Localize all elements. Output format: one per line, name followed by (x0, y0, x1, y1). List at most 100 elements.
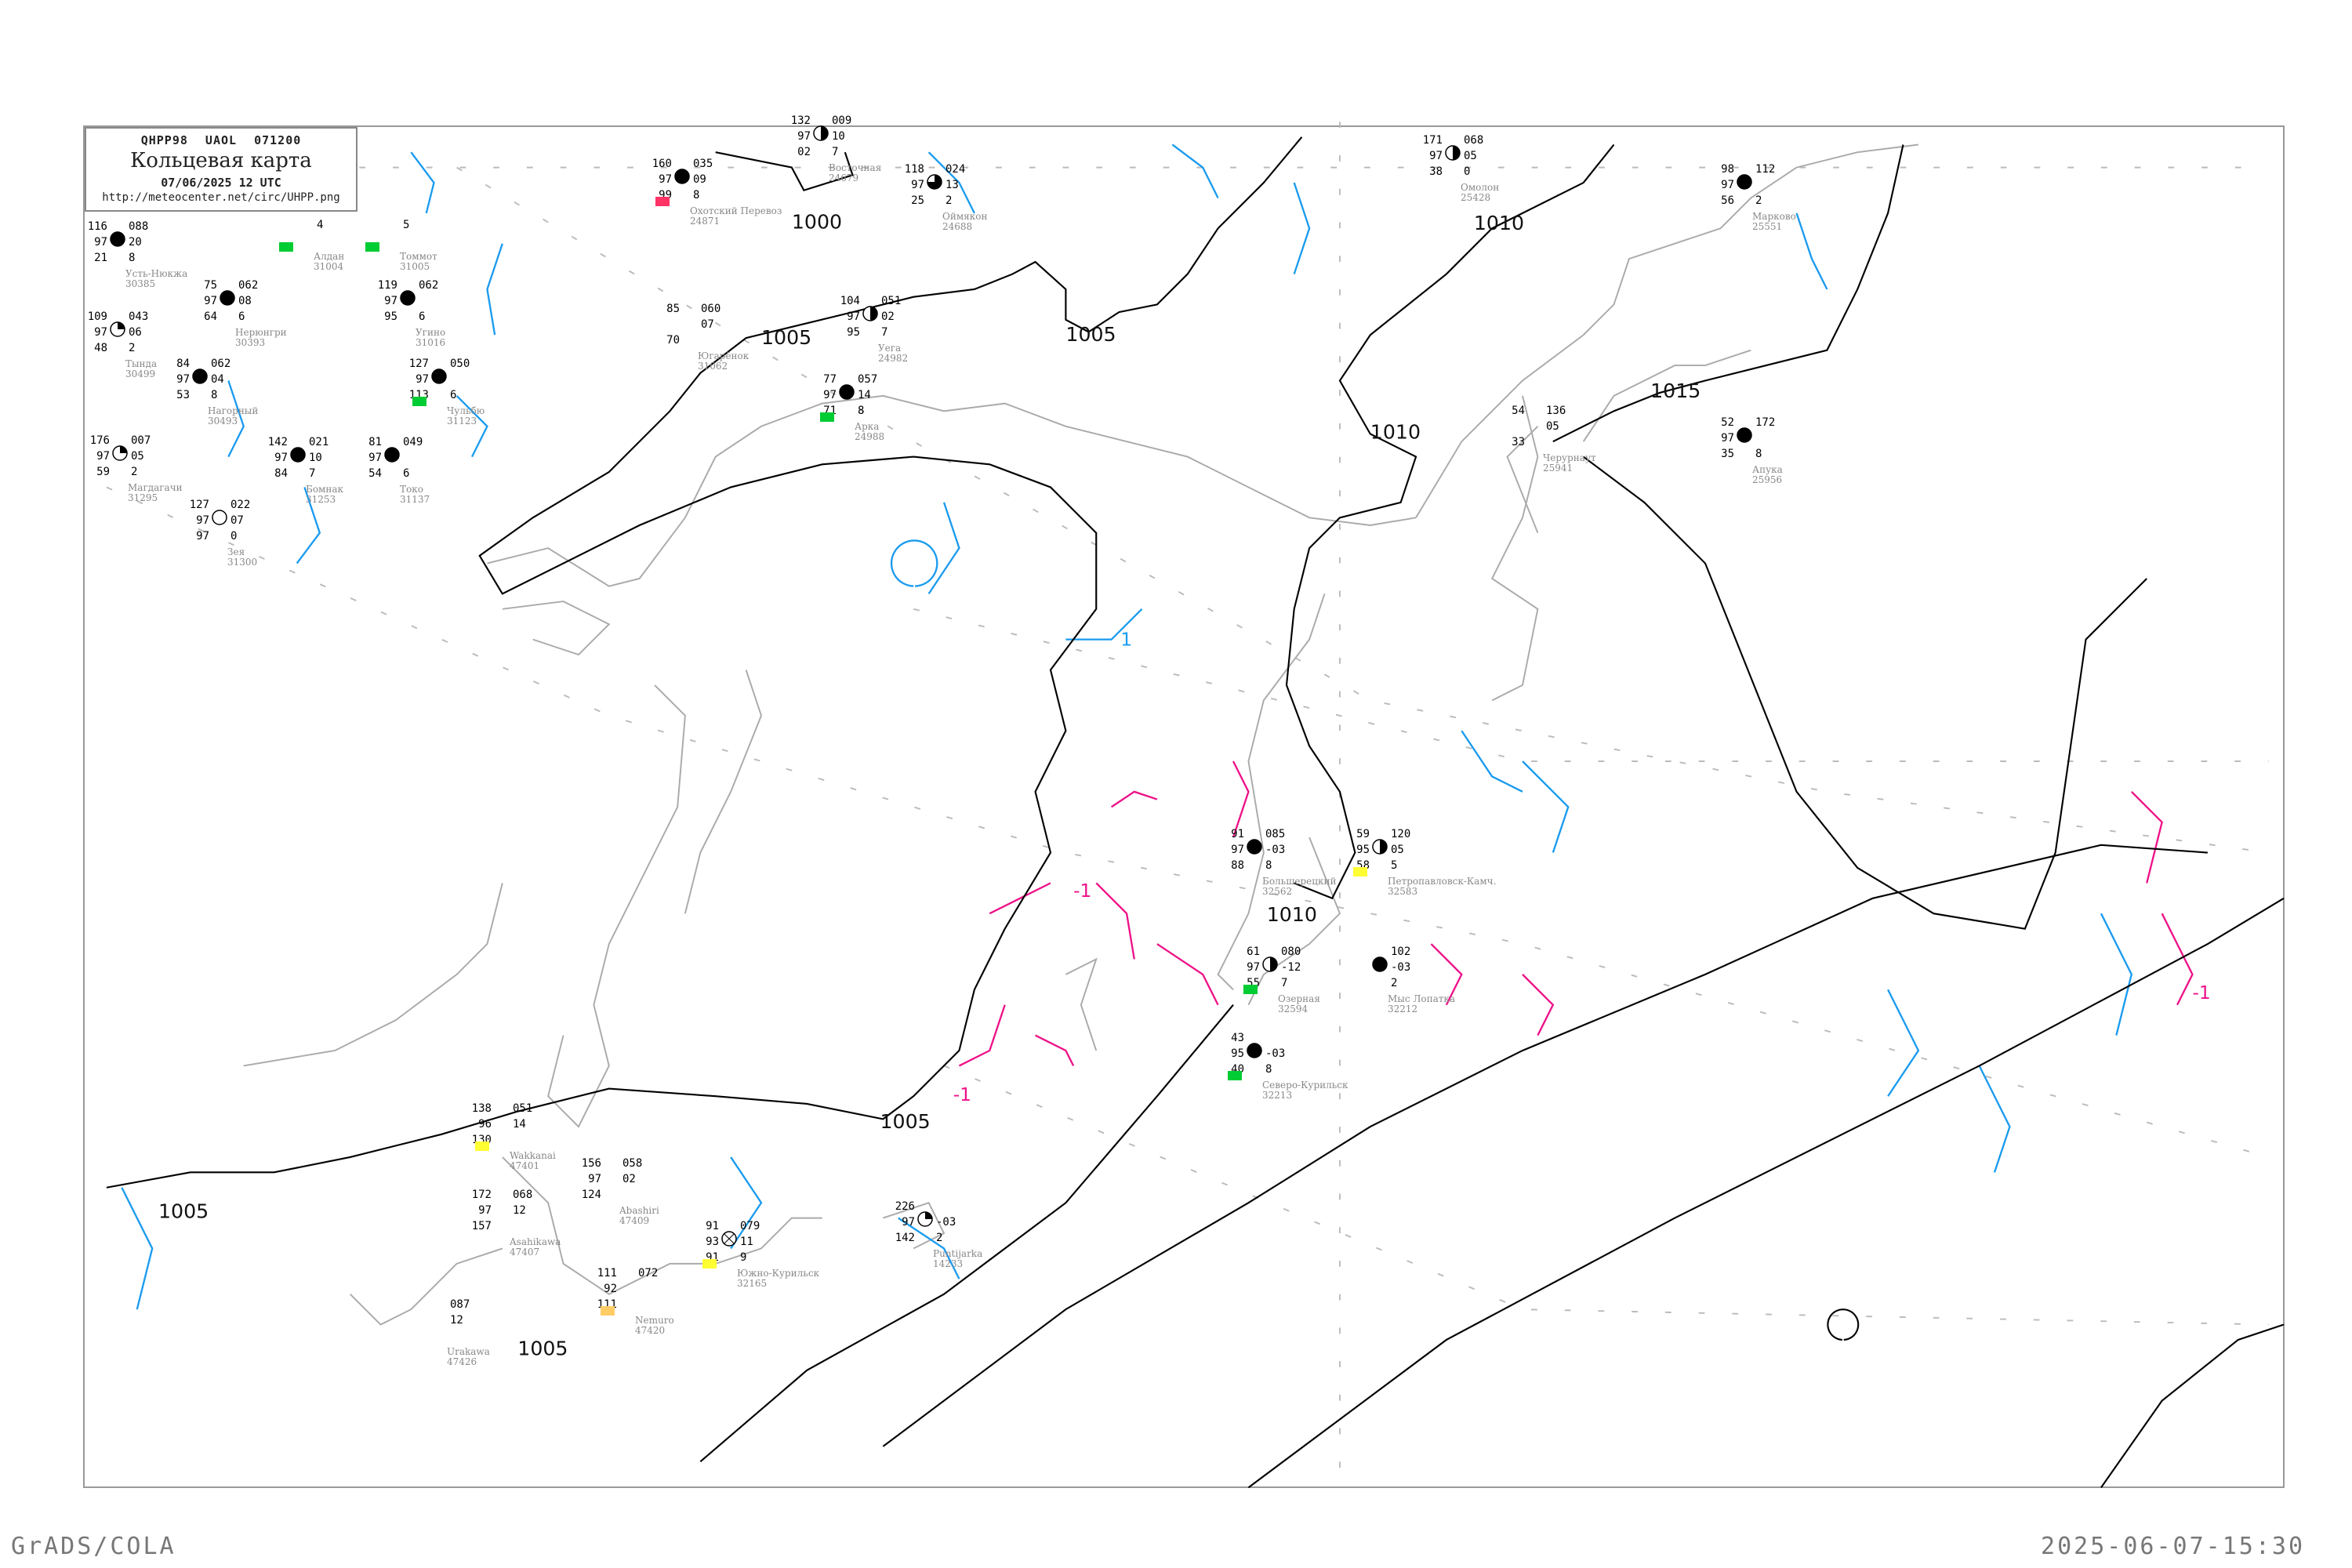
station-value-right: -12 (1281, 961, 1301, 974)
station-id: 30393 (235, 337, 265, 348)
station-value-right: 035 (693, 158, 713, 170)
station-value-right: 102 (1391, 946, 1410, 958)
station-value-right: 8 (1265, 1063, 1272, 1076)
cloud-cover-full-icon (220, 290, 235, 306)
station-name: Уега (878, 343, 901, 354)
station-value-left: 95 (847, 326, 860, 339)
station-value-left: 157 (472, 1220, 492, 1232)
station-value-left: 56 (1721, 194, 1734, 207)
cloud-cover-quarter-icon (917, 1211, 933, 1227)
station-value-left: 97 (797, 130, 811, 143)
station-id: 32583 (1388, 886, 1417, 897)
station-value-left: 116 (88, 220, 107, 233)
station-value-left: 25 (911, 194, 924, 207)
station-value-right: 050 (450, 358, 470, 370)
station-value-right: 8 (1265, 859, 1272, 872)
cloud-cover-full-icon (290, 447, 306, 463)
station-name: Большерецкий (1262, 876, 1336, 887)
station-name: Восточная (829, 162, 881, 173)
station-value-left: 97 (478, 1204, 492, 1217)
title-box: QHPP98 UAOL 071200 Кольцевая карта 07/06… (85, 127, 358, 212)
station-value-left: 97 (196, 514, 209, 527)
station-value-left: 97 (368, 452, 382, 464)
cloud-cover-full-icon (400, 290, 416, 306)
station-value-right: 079 (740, 1220, 760, 1232)
station-value-right: 062 (238, 279, 258, 292)
station-id: 31062 (698, 361, 728, 372)
cloud-cover-full-icon (110, 231, 125, 247)
station-id: 32213 (1262, 1090, 1292, 1101)
station-value-left: 176 (90, 434, 110, 447)
station-value-right: 021 (309, 436, 328, 448)
station-value-left: 172 (472, 1189, 492, 1201)
station-id: 24688 (942, 221, 972, 232)
station-value-right: 088 (129, 220, 148, 233)
station-value-left: 97 (416, 373, 429, 386)
station-value-right: 0 (1464, 165, 1470, 178)
station-value-left: 97 (176, 373, 190, 386)
station-name: Усть-Нюкжа (125, 268, 187, 279)
station-value-right: 12 (513, 1204, 526, 1217)
temperature-isolines (121, 143, 2133, 1310)
station-id: 32594 (1278, 1004, 1308, 1014)
station-value-left: 156 (582, 1157, 601, 1170)
station-value-left: 111 (597, 1267, 617, 1279)
station-value-right: 120 (1391, 828, 1410, 840)
station-value-right: 8 (129, 252, 135, 264)
weather-box-yellow (702, 1259, 717, 1269)
station-value-left: 104 (840, 295, 860, 307)
station-value-right: 080 (1281, 946, 1301, 958)
station-name: Охотский Перевоз (690, 205, 782, 216)
isobar-label: 1005 (761, 326, 811, 349)
station-value-left: 97 (902, 1216, 915, 1229)
cloud-cover-empty-icon (212, 510, 227, 525)
station-value-right: 087 (450, 1298, 470, 1311)
isobar-label: 1015 (1650, 379, 1700, 402)
station-value-left: 97 (196, 530, 209, 543)
station-value-left: 64 (204, 310, 217, 323)
station-value-right: 062 (211, 358, 230, 370)
station-value-right: 068 (1464, 134, 1483, 147)
cloud-cover-full-icon (1737, 427, 1752, 443)
station-value-left: 226 (895, 1200, 915, 1213)
station-value-right: 085 (1265, 828, 1285, 840)
station-value-left: 88 (1231, 859, 1244, 872)
station-value-right: 7 (1281, 977, 1287, 989)
station-id: 31005 (400, 261, 430, 272)
station-value-left: 35 (1721, 448, 1734, 460)
isobar-label: 1005 (1065, 323, 1116, 346)
cloud-cover-full-icon (1737, 174, 1752, 190)
station-id: 25956 (1752, 474, 1782, 485)
station-value-left: 127 (190, 499, 209, 511)
station-value-left: 97 (823, 389, 837, 401)
station-value-left: 81 (368, 436, 382, 448)
station-value-left: 119 (378, 279, 397, 292)
station-value-right: 07 (230, 514, 244, 527)
station-value-right: 20 (129, 236, 142, 249)
station-value-left: 109 (88, 310, 107, 323)
station-value-right: 007 (131, 434, 151, 447)
station-id: 31295 (128, 492, 158, 503)
cloud-cover-full-icon (839, 384, 855, 400)
cloud-cover-full-icon (192, 368, 208, 384)
weather-box-yellow (1353, 867, 1367, 877)
station-id: 24871 (690, 216, 720, 227)
temp-label: -1 (953, 1084, 971, 1105)
cloud-cover-threequarter-icon (927, 174, 942, 190)
station-id: 47407 (510, 1247, 539, 1258)
station-value-right: 12 (450, 1314, 463, 1327)
cloud-cover-full-icon (1247, 1043, 1262, 1058)
weather-box-green (1228, 1071, 1242, 1080)
station-value-left: 53 (176, 389, 190, 401)
